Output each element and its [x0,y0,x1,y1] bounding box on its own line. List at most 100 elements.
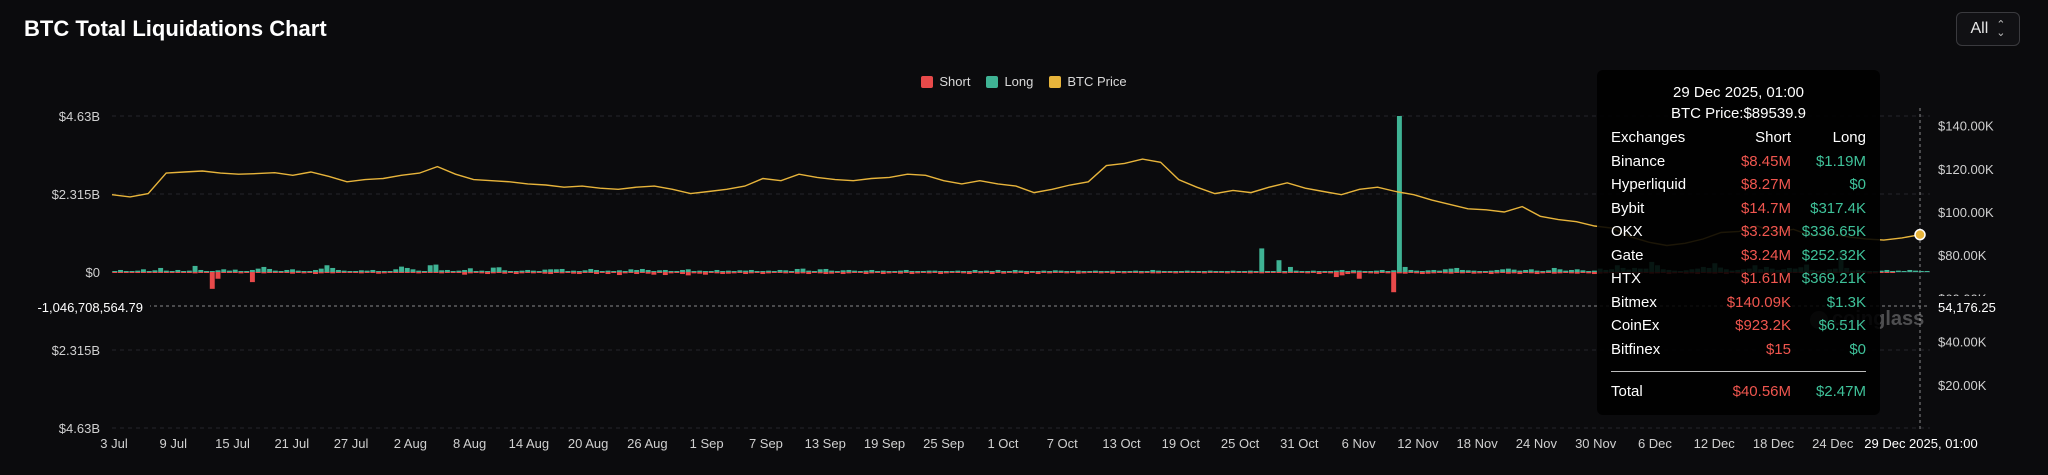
long-bar [227,270,232,272]
long-bar [284,269,290,272]
long-bar [1179,271,1184,272]
short-bar [1351,272,1356,274]
short-bar [198,272,204,273]
x-tick-label: 15 Jul [215,436,250,451]
long-bar [645,269,651,272]
right-tick-label: $100.00K [1938,205,1994,220]
short-bar [766,272,772,274]
long-bar [1224,270,1230,272]
tooltip-row-bybit: Bybit $14.7M $317.4K [1611,197,1866,221]
long-bar [582,270,588,272]
short-bar [1442,272,1448,274]
short-bar [697,272,703,274]
short-bar [565,272,571,274]
long-bar [1442,269,1448,272]
short-bar [1591,272,1597,275]
long-bar [553,269,559,272]
tooltip-price: BTC Price:$89539.9 [1670,105,1807,122]
short-bar [886,272,892,274]
long-bar [1362,270,1368,272]
long-bar [318,268,324,272]
tooltip-total-row: Total $40.56M $2.47M [1611,380,1866,404]
long-bar [892,271,898,272]
long-bar [1070,270,1075,272]
long-bar [1259,248,1265,272]
short-bar [714,272,720,274]
short-bar [1878,272,1884,274]
legend-swatch-long [986,75,999,88]
long-bar [1035,271,1041,272]
x-tick-label: 6 Dec [1638,436,1672,451]
short-bar [1574,272,1580,274]
tooltip-header-short: Short [1755,129,1791,147]
short-bar [146,272,152,274]
short-bar [227,272,232,274]
long-bar [278,270,284,272]
time-range-select[interactable]: All ⌃ ⌄ [1956,12,2020,46]
short-bar [748,272,754,274]
long-bar [1018,270,1024,272]
long-bar [978,270,984,272]
short-bar [783,272,789,274]
long-bar [421,270,427,272]
short-bar [129,272,135,273]
long-bar [1471,270,1477,272]
short-bar [984,272,989,273]
long-bar [605,270,611,272]
long-bar [961,271,967,272]
legend-item-long[interactable]: Long [986,74,1033,89]
long-bar [444,269,450,272]
short-bar [553,272,559,274]
long-bar [163,270,169,272]
short-bar [811,272,817,274]
short-bar [594,272,599,275]
short-bar [410,272,416,274]
long-bar [1328,271,1334,272]
long-bar [639,268,645,272]
short-bar [1454,272,1460,274]
long-bar [508,271,513,272]
long-bar [1534,270,1540,272]
long-bar [1488,270,1494,272]
short-bar [840,272,846,275]
short-bar [204,272,209,274]
short-bar [645,272,651,274]
short-bar [680,272,686,275]
btc-price-marker [1914,228,1926,241]
long-bar [1092,270,1098,272]
long-bar [1511,269,1517,272]
short-bar [1047,272,1053,274]
short-bar [221,272,227,273]
long-bar [1339,269,1345,272]
long-bar [880,270,886,272]
legend-item-btc-price[interactable]: BTC Price [1049,74,1127,89]
short-bar [737,272,743,274]
tooltip-total-long: $2.47M [1815,383,1866,401]
short-bar [966,272,972,275]
short-bar [1242,272,1248,274]
long-bar [846,269,852,272]
chevron-updown-icon: ⌃ ⌄ [1996,19,2006,39]
short-bar [376,272,382,274]
long-bar [972,269,978,272]
long-bar [146,270,152,272]
long-bar [995,269,1001,272]
long-bar [1173,270,1179,272]
long-bar [1144,270,1150,272]
short-bar [301,272,307,274]
short-bar [536,272,542,274]
long-bar [1345,270,1351,272]
short-bar [1029,272,1035,274]
short-bar [1098,272,1104,274]
short-bar [1557,272,1563,274]
short-bar [347,272,353,273]
tooltip-short-value: $8.27M [1740,176,1791,194]
long-bar [502,270,508,272]
long-bar [1305,270,1311,272]
short-bar [450,272,456,274]
long-bar [295,270,301,272]
legend-item-short[interactable]: Short [921,74,970,89]
short-bar [399,272,404,273]
long-bar [817,269,823,272]
